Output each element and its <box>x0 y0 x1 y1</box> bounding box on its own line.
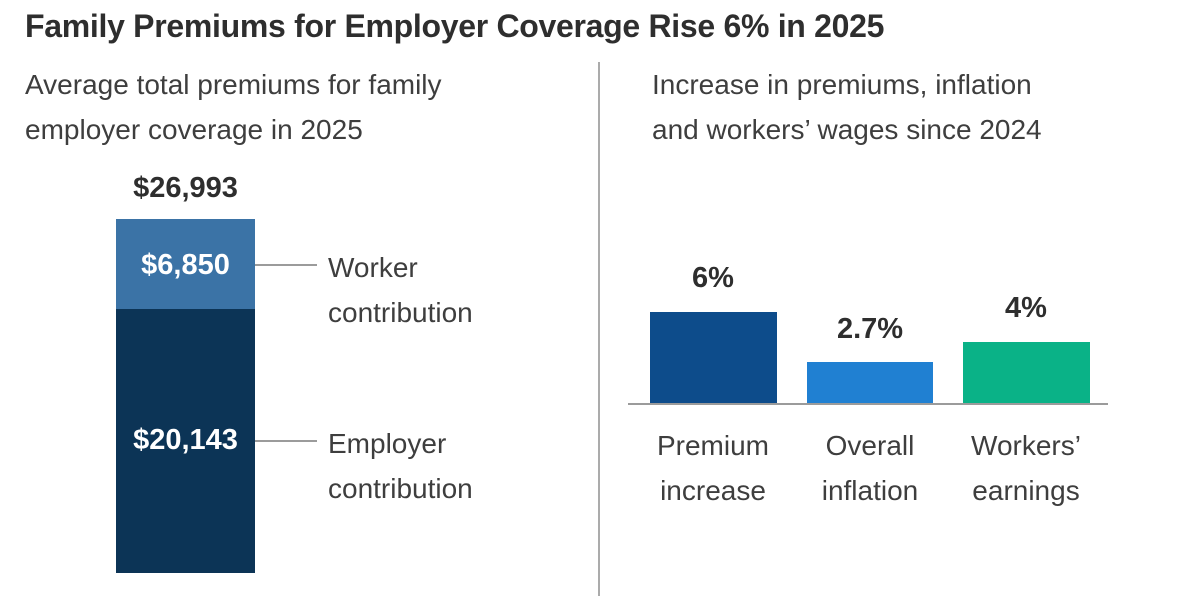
premium-increase-value-label: 6% <box>692 262 734 294</box>
worker-contribution-label: Worker contribution <box>328 245 473 335</box>
stacked-premium-bar <box>116 219 255 573</box>
x-axis-baseline <box>628 403 1108 405</box>
overall-inflation-value-label: 2.7% <box>836 313 904 345</box>
right-subtitle-line2: and workers’ wages since 2024 <box>652 114 1042 145</box>
worker-value-label: $6,850 <box>141 249 230 281</box>
right-subtitle-line1: Increase in premiums, inflation <box>652 69 1032 100</box>
employer-contribution-label: Employer contribution <box>328 421 473 511</box>
employer-contribution-segment <box>116 309 255 573</box>
left-subtitle-line1: Average total premiums for family <box>25 69 442 100</box>
workers-earnings-label-line1: Workers’ <box>971 430 1081 461</box>
panel-divider-line <box>598 62 600 596</box>
workers-earnings-bar <box>963 342 1090 403</box>
chart-title: Family Premiums for Employer Coverage Ri… <box>25 8 885 44</box>
employer-connector-line <box>255 440 317 442</box>
right-panel-subtitle: Increase in premiums, inflation and work… <box>652 62 1042 152</box>
worker-label-line2: contribution <box>328 297 473 328</box>
workers-earnings-label-line2: earnings <box>972 475 1080 506</box>
employer-label-line1: Employer <box>328 428 447 459</box>
worker-connector-line <box>255 264 317 266</box>
premium-increase-category-label: Premium increase <box>633 423 793 513</box>
overall-inflation-label-line1: Overall <box>825 430 915 461</box>
overall-inflation-bar <box>807 362 933 403</box>
premium-increase-label-line1: Premium <box>656 430 769 461</box>
left-panel-subtitle: Average total premiums for family employ… <box>25 62 442 152</box>
worker-contribution-segment <box>116 219 255 309</box>
premium-increase-bar <box>650 312 777 403</box>
workers-earnings-category-label: Workers’ earnings <box>946 423 1106 513</box>
workers-earnings-value-label: 4% <box>1005 292 1047 324</box>
total-premium-label: $26,993 <box>133 172 238 204</box>
worker-label-line1: Worker <box>328 252 418 283</box>
overall-inflation-category-label: Overall inflation <box>790 423 950 513</box>
premium-increase-label-line2: increase <box>660 475 766 506</box>
left-subtitle-line2: employer coverage in 2025 <box>25 114 363 145</box>
employer-value-label: $20,143 <box>133 424 238 456</box>
overall-inflation-label-line2: inflation <box>821 475 919 506</box>
employer-label-line2: contribution <box>328 473 473 504</box>
